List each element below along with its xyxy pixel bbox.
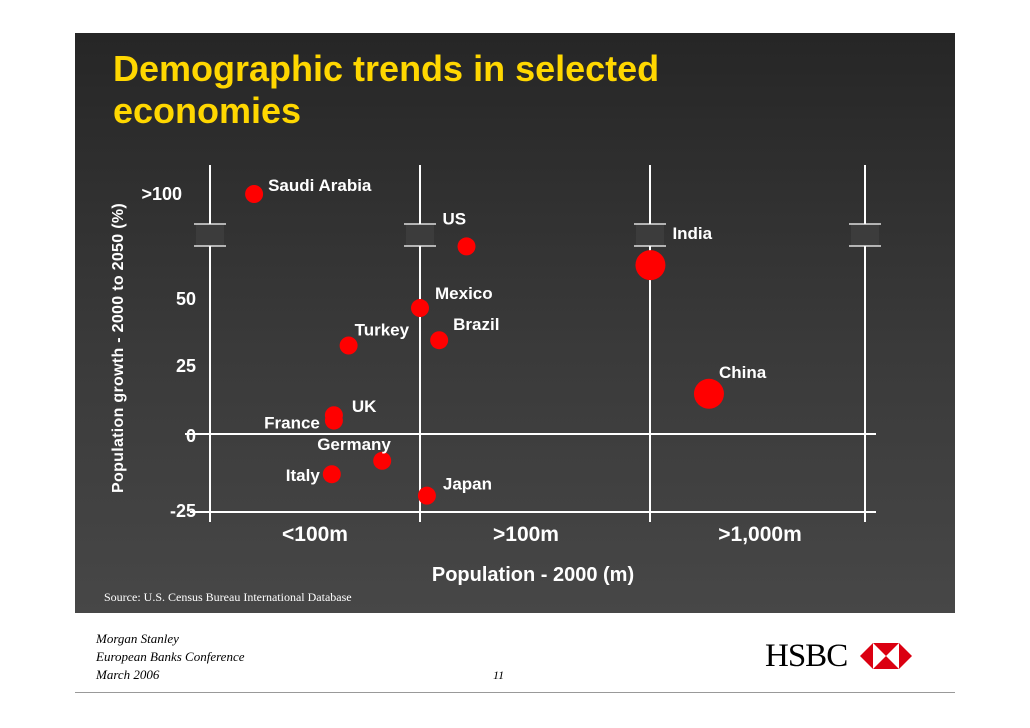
data-point (693, 378, 724, 409)
point-label: Japan (443, 475, 492, 494)
point-label: Italy (286, 466, 321, 485)
point-label: Saudi Arabia (268, 176, 372, 195)
y-tick-label: -25 (170, 501, 196, 521)
data-point (411, 299, 429, 318)
source-note: Source: U.S. Census Bureau International… (104, 590, 352, 604)
data-point (373, 451, 392, 470)
slide-title: Demographic trends in selected economies (113, 48, 660, 131)
footer-divider (75, 692, 955, 693)
point-label: Mexico (435, 284, 493, 303)
data-point (635, 250, 666, 281)
slide-background (75, 33, 955, 613)
data-point (322, 465, 341, 484)
data-point (324, 411, 343, 430)
x-category-label: >100m (493, 523, 559, 546)
axis-break-gap (406, 224, 434, 246)
axis-break-gap (636, 224, 664, 246)
point-label: US (443, 209, 467, 228)
footer-line: European Banks Conference (96, 649, 245, 664)
point-label: France (264, 414, 320, 433)
point-label: Germany (317, 435, 391, 454)
point-label: India (672, 224, 712, 243)
axis-break-gap (851, 224, 879, 246)
page-number: 11 (493, 668, 505, 682)
data-point (417, 486, 436, 505)
x-category-label: >1,000m (718, 523, 802, 546)
data-point (245, 185, 264, 203)
data-point (339, 336, 358, 355)
footer-line: March 2006 (96, 667, 160, 682)
hexagon-logo-icon (860, 643, 912, 669)
point-label: Brazil (453, 315, 499, 334)
point-label: China (719, 363, 767, 382)
data-point (430, 331, 449, 350)
point-label: Turkey (355, 321, 410, 340)
x-axis-label: Population - 2000 (m) (432, 564, 634, 586)
axis-break-gap (196, 224, 224, 246)
y-tick-label: >100 (141, 184, 182, 204)
footer-line: Morgan Stanley (96, 631, 179, 646)
point-labels: Saudi Arabia US India Mexico Brazil Turkey Chi… (264, 176, 767, 494)
x-category-label: <100m (282, 523, 348, 546)
y-tick-label: 0 (186, 426, 196, 446)
chart-axes (185, 165, 881, 522)
logo-wordmark: HSBC (765, 638, 848, 674)
footer-text: Morgan Stanley European Banks Conference… (96, 630, 245, 684)
hsbc-logo: HSBC (765, 638, 915, 674)
data-point (457, 237, 476, 256)
y-tick-label: 50 (176, 289, 196, 309)
x-category-labels: <100m >100m >1,000m (282, 523, 802, 546)
data-points (245, 185, 724, 505)
y-tick-label: 25 (176, 356, 196, 376)
y-tick-labels: >100 50 25 0 -25 (141, 184, 196, 521)
point-label: UK (352, 397, 377, 416)
